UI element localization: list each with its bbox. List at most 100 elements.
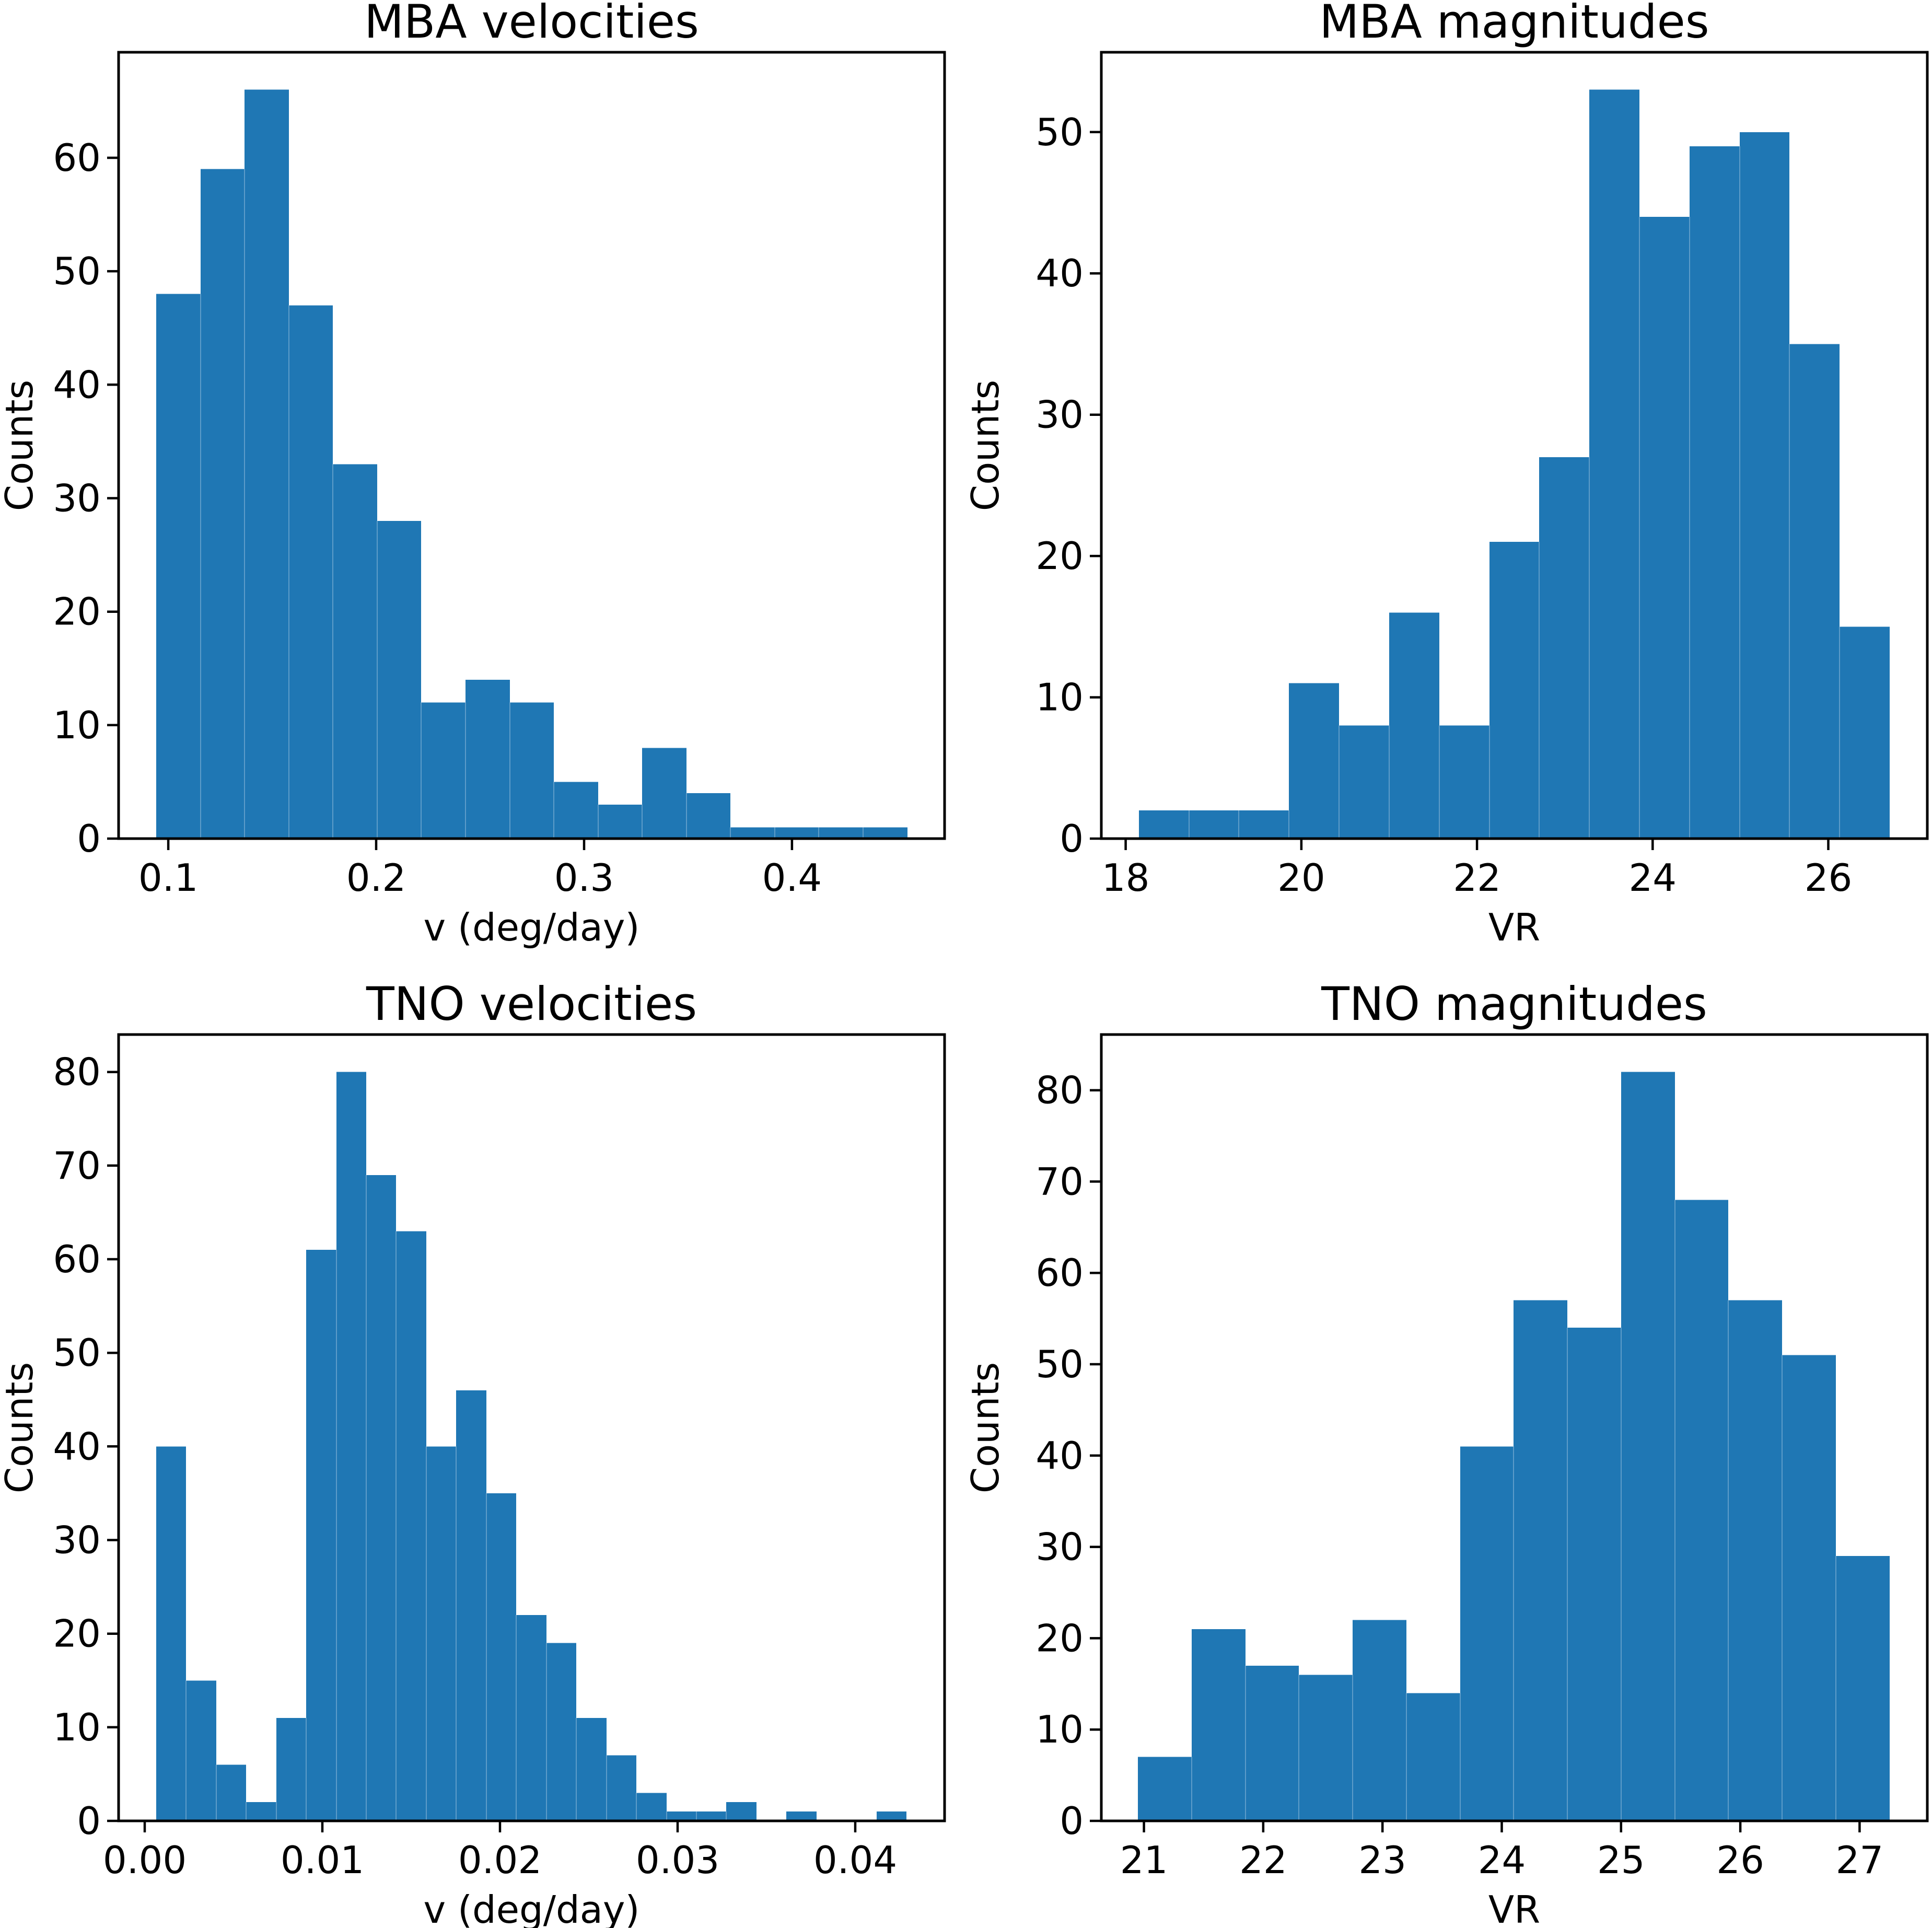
histogram-bar — [1514, 1300, 1567, 1821]
x-tick-label: 21 — [1120, 1838, 1168, 1882]
histogram-bar — [607, 1755, 636, 1821]
histogram-bar — [1728, 1300, 1782, 1821]
y-tick-label: 20 — [53, 590, 101, 634]
y-axis-label: Counts — [0, 1362, 41, 1493]
histogram-bar — [426, 1446, 456, 1821]
y-axis-label: Counts — [966, 1362, 1007, 1493]
y-tick-label: 80 — [53, 1050, 101, 1094]
y-tick-label: 40 — [1035, 1434, 1084, 1478]
histogram-bar — [786, 1811, 817, 1821]
y-tick-label: 60 — [53, 136, 101, 180]
histogram-bar — [465, 680, 510, 839]
histogram-bar — [289, 305, 333, 839]
histogram-bar — [486, 1493, 516, 1821]
histogram-bar — [1690, 146, 1740, 839]
histogram-bar — [667, 1811, 696, 1821]
histogram-bar — [1789, 344, 1840, 839]
x-tick-label: 24 — [1478, 1838, 1526, 1882]
histogram-bar — [366, 1175, 396, 1821]
x-tick-label: 22 — [1453, 856, 1501, 900]
histogram-bar — [156, 1446, 186, 1821]
histogram-bar — [1840, 626, 1890, 839]
histogram-bar — [1836, 1556, 1890, 1821]
y-tick-label: 10 — [1035, 676, 1084, 719]
histogram-bar — [1389, 612, 1439, 839]
y-tick-label: 30 — [1035, 393, 1084, 437]
y-tick-label: 0 — [77, 817, 101, 861]
histogram-bar — [1139, 810, 1189, 839]
histogram-bar — [1406, 1693, 1460, 1821]
histogram-bar — [877, 1811, 906, 1821]
y-tick-label: 0 — [1060, 817, 1084, 861]
histogram-bar — [1192, 1629, 1246, 1821]
histogram-bar — [598, 804, 642, 839]
histogram-bar — [775, 827, 819, 839]
y-tick-label: 0 — [1060, 1799, 1084, 1843]
x-axis-label: v (deg/day) — [423, 1888, 639, 1928]
y-tick-label: 50 — [53, 249, 101, 293]
mba-velocities-histogram: 0.1 0.2 0.3 0.4 0 10 20 30 40 50 60 MBA velocities v… — [0, 0, 946, 949]
histogram-bar — [201, 169, 245, 839]
x-tick-label: 20 — [1277, 856, 1325, 900]
y-axis-label: Counts — [966, 380, 1007, 511]
tno-velocities-histogram: 0.00 0.01 0.02 0.03 0.04 0 10 20 30 40 50 60 70 80 TNO… — [0, 977, 946, 1928]
histogram-bar — [245, 89, 289, 839]
x-tick-label: 0.2 — [346, 856, 406, 900]
y-tick-label: 70 — [53, 1144, 101, 1188]
histogram-bar — [306, 1250, 336, 1821]
axes-frame — [117, 1033, 946, 1822]
histogram-bar — [516, 1615, 546, 1821]
axes-frame — [1100, 1033, 1929, 1822]
histogram-bar — [421, 702, 465, 839]
histogram-bar — [576, 1717, 607, 1821]
histogram-bar — [546, 1643, 576, 1821]
histogram-bar — [819, 827, 863, 839]
panel-tno-velocities: 0.00 0.01 0.02 0.03 0.04 0 10 20 30 40 50 60 70 80 TNO… — [0, 964, 966, 1928]
chart-title: MBA magnitudes — [1319, 0, 1709, 49]
chart-title: TNO velocities — [366, 977, 697, 1031]
histogram-bar — [1339, 725, 1389, 839]
histogram-bar — [1740, 132, 1789, 839]
histogram-bar — [510, 702, 554, 839]
x-axis-label: VR — [1488, 905, 1540, 949]
y-tick-label: 30 — [53, 1518, 101, 1562]
histogram-bar — [1567, 1328, 1621, 1821]
histogram-bar — [246, 1802, 276, 1821]
y-tick-label: 70 — [1035, 1159, 1084, 1203]
histogram-bar — [1138, 1757, 1192, 1821]
histogram-bar — [1639, 217, 1690, 839]
histogram-bar — [456, 1390, 486, 1821]
y-tick-label: 10 — [53, 703, 101, 747]
histogram-bar — [554, 782, 598, 839]
x-tick-label: 0.3 — [554, 856, 614, 900]
y-tick-label: 20 — [53, 1612, 101, 1656]
x-tick-label: 24 — [1628, 856, 1677, 900]
panel-tno-magnitudes: 21 22 23 24 25 26 27 0 10 20 30 40 50 60 70 80 TNO magni… — [966, 964, 1932, 1928]
y-axis-label: Counts — [0, 380, 41, 511]
histogram-bar — [636, 1793, 667, 1821]
histogram-bar — [336, 1072, 366, 1821]
histogram-bar — [686, 793, 730, 839]
histogram-bar — [863, 827, 907, 839]
histogram-bar — [726, 1802, 756, 1821]
mba-magnitudes-histogram: 18 20 22 24 26 0 10 20 30 40 50 MBA magnitudes VR Cou… — [966, 0, 1929, 949]
histogram-bar — [1460, 1446, 1514, 1821]
axes-frame — [117, 51, 946, 840]
y-tick-label: 50 — [1035, 1342, 1084, 1386]
x-tick-label: 0.01 — [281, 1838, 364, 1882]
y-tick-label: 20 — [1035, 1616, 1084, 1660]
histogram-bar — [730, 827, 775, 839]
x-tick-label: 0.03 — [636, 1838, 719, 1882]
histogram-bar — [1289, 683, 1339, 839]
histogram-bar — [333, 464, 377, 839]
histogram-bar — [156, 294, 201, 839]
chart-title: TNO magnitudes — [1321, 977, 1707, 1031]
y-tick-label: 0 — [77, 1799, 101, 1843]
y-tick-label: 50 — [1035, 110, 1084, 154]
histogram-bar — [1246, 1665, 1299, 1821]
histogram-bar — [1539, 457, 1589, 839]
panel-mba-velocities: 0.1 0.2 0.3 0.4 0 10 20 30 40 50 60 MBA velocities v… — [0, 0, 966, 964]
y-tick-label: 10 — [1035, 1708, 1084, 1751]
y-tick-label: 30 — [53, 477, 101, 520]
